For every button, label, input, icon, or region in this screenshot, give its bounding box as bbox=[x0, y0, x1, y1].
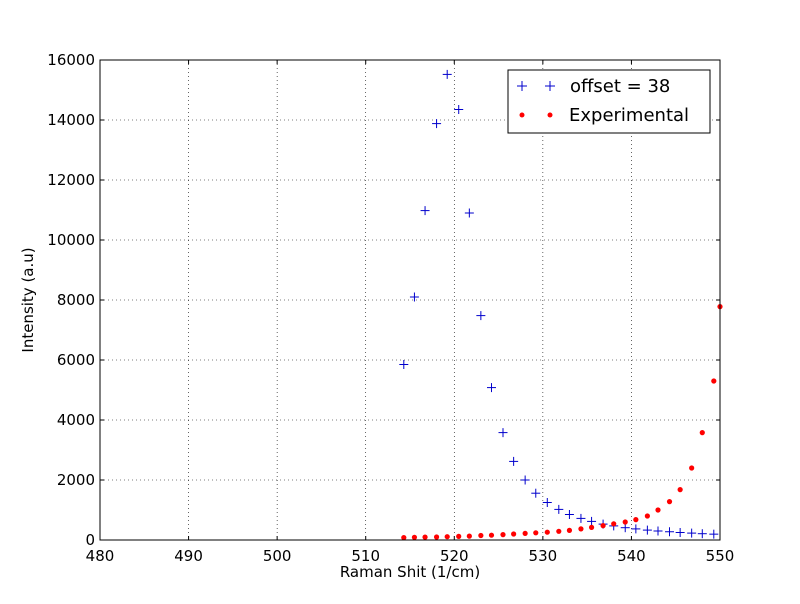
data-point-experimental bbox=[556, 528, 562, 534]
y-tick-label: 16000 bbox=[47, 51, 95, 69]
data-point-offset-38 bbox=[420, 206, 430, 216]
data-point-experimental bbox=[588, 524, 595, 531]
data-point-offset-38 bbox=[464, 208, 474, 218]
x-tick-label: 530 bbox=[529, 547, 558, 565]
data-point-experimental bbox=[622, 519, 628, 525]
data-point-experimental bbox=[401, 535, 407, 541]
data-point-offset-38 bbox=[587, 516, 597, 526]
legend-marker-offset-38-right bbox=[545, 81, 555, 91]
legend: offset = 38 Experimental bbox=[507, 69, 711, 134]
legend-label-offset-38: offset = 38 bbox=[570, 76, 670, 97]
x-tick-label: 490 bbox=[174, 547, 203, 565]
data-point-experimental bbox=[566, 527, 573, 534]
data-point-offset-38 bbox=[642, 525, 652, 535]
data-point-experimental bbox=[711, 378, 717, 384]
legend-marker-experimental-left bbox=[519, 112, 525, 118]
data-point-offset-38 bbox=[531, 488, 541, 498]
y-tick-label: 0 bbox=[85, 531, 95, 549]
data-point-experimental bbox=[500, 532, 506, 538]
data-point-experimental bbox=[466, 533, 472, 539]
y-tick-label: 4000 bbox=[57, 411, 95, 429]
legend-marker-offset-38-left bbox=[517, 81, 527, 91]
data-point-offset-38 bbox=[409, 292, 419, 302]
y-tick-label: 12000 bbox=[47, 171, 95, 189]
y-tick-label: 2000 bbox=[57, 471, 95, 489]
grid-lines bbox=[100, 60, 720, 540]
y-tick-label: 6000 bbox=[57, 351, 95, 369]
data-point-experimental bbox=[689, 465, 695, 471]
data-point-experimental bbox=[433, 534, 440, 540]
data-point-experimental bbox=[478, 532, 484, 539]
data-point-offset-38 bbox=[442, 69, 452, 79]
data-point-experimental bbox=[511, 531, 517, 537]
legend-marker-experimental-right bbox=[547, 112, 553, 118]
data-point-experimental bbox=[655, 507, 661, 513]
data-point-offset-38 bbox=[454, 105, 464, 114]
y-tick-label: 8000 bbox=[57, 291, 95, 309]
data-point-offset-38 bbox=[498, 428, 508, 438]
data-point-offset-38 bbox=[476, 311, 486, 321]
x-axis-label: Raman Shit (1/cm) bbox=[340, 563, 480, 581]
series-layer bbox=[399, 69, 723, 541]
data-point-experimental bbox=[578, 526, 584, 532]
data-point-experimental bbox=[644, 513, 650, 519]
data-point-offset-38 bbox=[520, 475, 530, 485]
data-point-experimental bbox=[422, 534, 428, 540]
x-tick-label: 500 bbox=[263, 547, 292, 565]
data-point-offset-38 bbox=[399, 360, 409, 369]
data-point-experimental bbox=[444, 534, 450, 540]
data-point-offset-38 bbox=[564, 510, 574, 519]
y-tick-label: 10000 bbox=[47, 231, 95, 249]
data-point-offset-38 bbox=[554, 504, 564, 514]
data-point-experimental bbox=[677, 487, 683, 493]
data-point-experimental bbox=[633, 517, 639, 523]
data-point-offset-38 bbox=[620, 523, 630, 533]
data-point-experimental bbox=[488, 532, 495, 538]
data-point-offset-38 bbox=[709, 529, 719, 539]
x-tick-label: 550 bbox=[706, 547, 735, 565]
data-point-experimental bbox=[699, 430, 705, 436]
data-point-offset-38 bbox=[687, 528, 697, 538]
x-tick-label: 540 bbox=[617, 547, 646, 565]
data-point-experimental bbox=[544, 529, 550, 535]
legend-label-experimental: Experimental bbox=[569, 105, 689, 126]
data-point-experimental bbox=[411, 534, 418, 540]
data-point-offset-38 bbox=[631, 524, 641, 534]
x-tick-label: 520 bbox=[440, 547, 469, 565]
x-tick-label: 480 bbox=[86, 547, 115, 565]
data-point-offset-38 bbox=[432, 119, 442, 129]
legend-frame bbox=[507, 69, 711, 134]
data-point-experimental bbox=[666, 499, 673, 505]
data-point-offset-38 bbox=[675, 528, 685, 537]
axis-ticks: 480 490 500 510 520 530 540 550 0 2000 4000 6000 800… bbox=[47, 51, 734, 565]
data-point-offset-38 bbox=[653, 526, 663, 536]
data-point-experimental bbox=[522, 530, 528, 537]
data-point-offset-38 bbox=[665, 527, 675, 537]
data-point-offset-38 bbox=[542, 498, 552, 507]
data-point-experimental bbox=[456, 533, 462, 540]
data-point-experimental bbox=[611, 521, 617, 527]
data-point-offset-38 bbox=[697, 529, 707, 539]
data-point-experimental bbox=[533, 530, 539, 536]
y-axis-label: Intensity (a.u) bbox=[19, 247, 37, 352]
data-point-offset-38 bbox=[509, 456, 519, 466]
x-tick-label: 510 bbox=[351, 547, 380, 565]
data-point-offset-38 bbox=[576, 513, 586, 523]
y-tick-label: 14000 bbox=[47, 111, 95, 129]
data-point-experimental bbox=[600, 523, 606, 529]
data-point-offset-38 bbox=[486, 383, 496, 393]
